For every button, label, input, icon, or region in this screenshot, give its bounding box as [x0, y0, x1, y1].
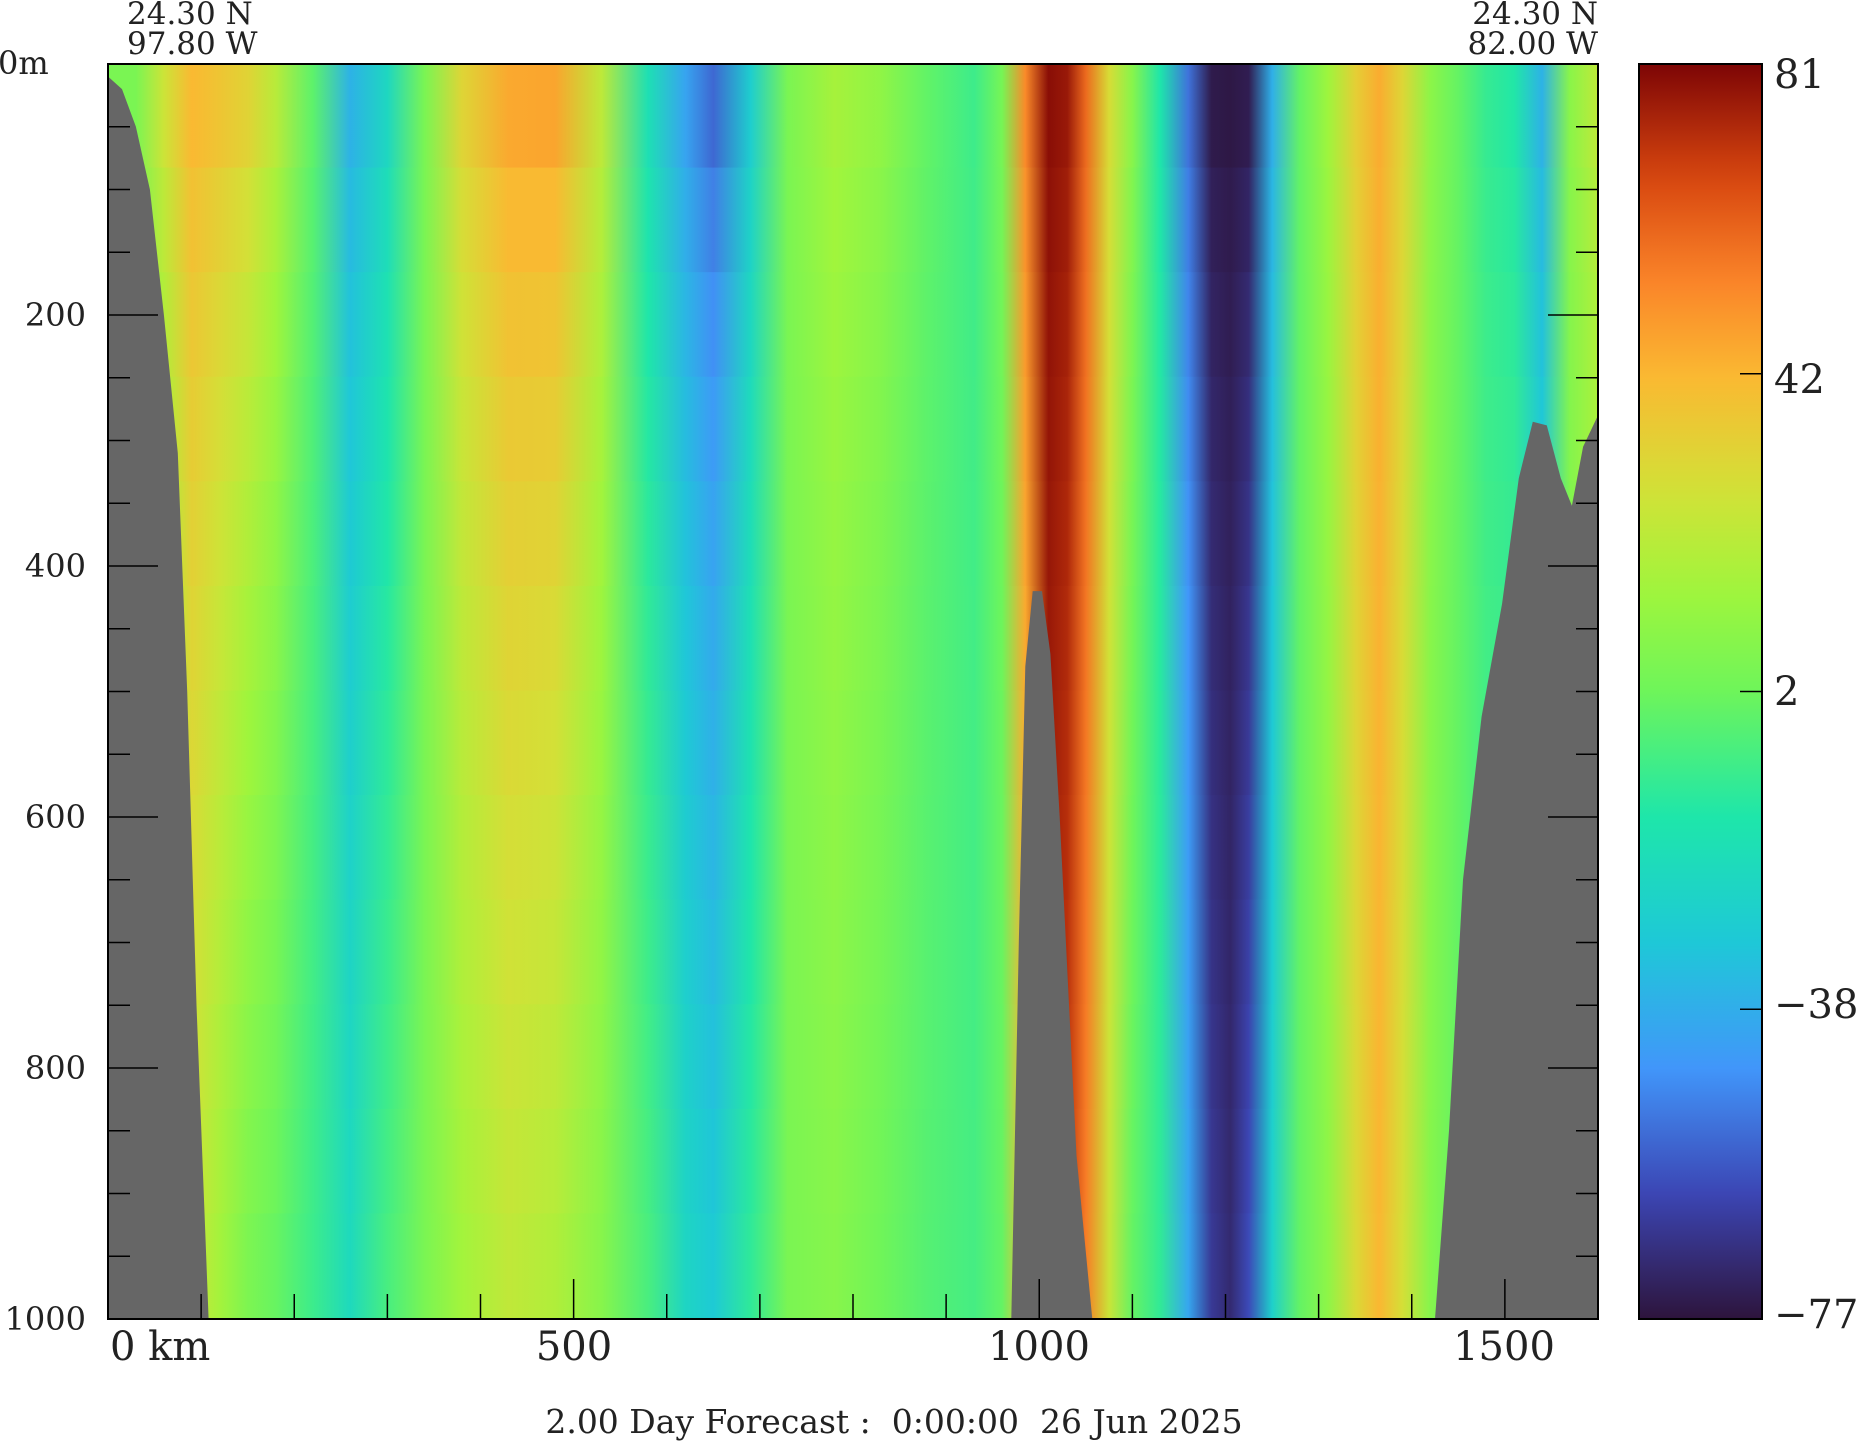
velocity-field [108, 64, 1598, 1319]
colorbar-label-42: 42 [1774, 357, 1825, 403]
x-tick-label-1000: 1000 [988, 1324, 1090, 1370]
field-band [108, 1004, 1598, 1111]
colorbar-label-2: 2 [1774, 669, 1799, 715]
x-tick-label-0: 0 km [110, 1324, 210, 1370]
field-band [108, 376, 1598, 484]
field-band [108, 795, 1598, 902]
forecast-caption: 2.00 Day Forecast : 0:00:00 26 Jun 2025 [545, 1402, 1242, 1441]
seafloor-bathymetry [108, 76, 1598, 1319]
field-band [108, 1108, 1598, 1216]
colorbar-ticks [1740, 63, 1762, 1320]
y-tick-label-600: 600 [25, 798, 86, 836]
field-band [108, 272, 1598, 379]
field-band [108, 167, 1598, 275]
y-tick-label-0: 0m [0, 44, 49, 82]
end-lat-label: 24.30 N [1472, 0, 1598, 32]
y-tick-label-400: 400 [25, 547, 86, 585]
y-tick-label-1000: 1000 [5, 1300, 86, 1338]
axis-ticks [107, 63, 1599, 1320]
y-tick-label-200: 200 [25, 296, 86, 334]
colorbar-label-81: 81 [1774, 52, 1825, 98]
colorbar-label-m38: −38 [1774, 982, 1858, 1028]
field-band [108, 64, 1598, 170]
field-band [108, 899, 1598, 1007]
x-tick-label-1500: 1500 [1453, 1324, 1555, 1370]
colorbar-label-m77: −77 [1774, 1292, 1858, 1338]
start-lon-label: 97.80 W [127, 26, 258, 62]
field-band [108, 585, 1598, 693]
field-band [108, 481, 1598, 588]
end-lon-label: 82.00 W [1468, 26, 1599, 62]
field-band [108, 690, 1598, 798]
start-lat-label: 24.30 N [127, 0, 253, 32]
y-tick-label-800: 800 [25, 1049, 86, 1087]
x-tick-label-500: 500 [536, 1324, 612, 1370]
